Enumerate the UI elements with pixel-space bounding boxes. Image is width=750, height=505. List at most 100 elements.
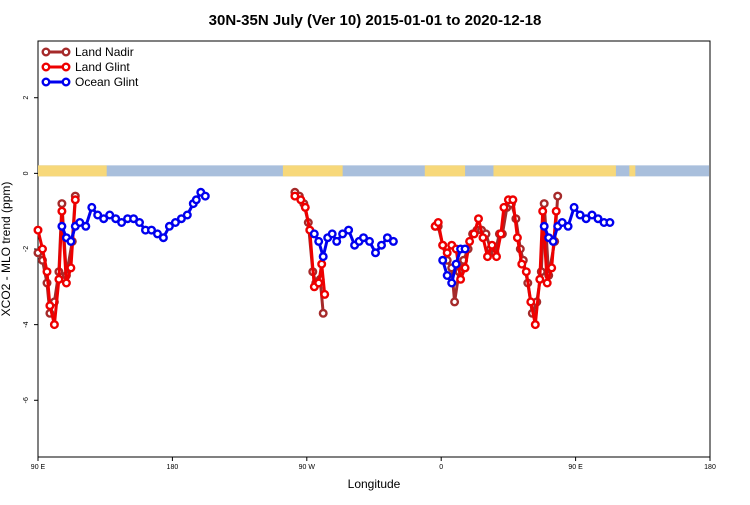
ocean-glint-line: [313, 228, 395, 259]
land-glint-point: [517, 259, 527, 269]
ocean-glint-point: [442, 271, 452, 281]
chart-title: 30N-35N July (Ver 10) 2015-01-01 to 2020…: [209, 12, 542, 29]
land-glint-point: [478, 233, 488, 243]
series-layer: [33, 187, 615, 330]
y-tick-label: -6: [23, 397, 30, 403]
land-glint-point: [317, 259, 327, 269]
land-glint-point: [290, 191, 300, 201]
land-nadir-line: [293, 191, 325, 314]
land-glint-point: [433, 217, 443, 227]
ocean-glint-point: [557, 217, 567, 227]
land-glint-point: [474, 214, 484, 224]
land-glint-point: [521, 267, 531, 277]
land-glint-point: [296, 195, 306, 205]
ocean-glint-point: [314, 236, 324, 246]
series-ocean-glint: [57, 187, 615, 288]
legend-ocean-glint-marker: [61, 77, 71, 87]
x-tick-label: 90 E: [568, 464, 583, 471]
ocean-glint-point: [200, 191, 210, 201]
legend-land-nadir-marker: [61, 47, 71, 57]
land-nadir-point: [318, 308, 328, 318]
ocean-glint-point: [587, 210, 597, 220]
x-tick-label: 0: [439, 464, 443, 471]
ocean-glint-point: [99, 214, 109, 224]
land-glint-point: [508, 195, 518, 205]
ocean-glint-point: [66, 236, 76, 246]
ocean-glint-point: [57, 221, 67, 231]
ocean-glint-point: [182, 210, 192, 220]
land-band-segment: [493, 165, 616, 177]
ocean-glint-point: [593, 214, 603, 224]
ocean-glint-point: [170, 217, 180, 227]
ocean-glint-point: [548, 236, 558, 246]
y-axis-label: XCO2 - MLO trend (ppm): [0, 182, 13, 317]
ocean-glint-point: [146, 225, 156, 235]
land-nadir-point: [450, 297, 460, 307]
ocean-glint-point: [581, 214, 591, 224]
ocean-glint-point: [575, 210, 585, 220]
ocean-glint-point: [134, 217, 144, 227]
ocean-glint-point: [105, 210, 115, 220]
land-glint-point: [530, 320, 540, 330]
land-glint-point: [460, 263, 470, 273]
land-glint-point: [314, 278, 324, 288]
land-glint-point: [483, 252, 493, 262]
land-glint-point: [320, 289, 330, 299]
land-glint-point: [487, 240, 497, 250]
ocean-glint-point: [359, 233, 369, 243]
x-tick-label: 180: [704, 464, 716, 471]
ocean-glint-point: [129, 214, 139, 224]
land-glint-point: [499, 202, 509, 212]
legend-land-nadir-label: Land Nadir: [75, 45, 134, 59]
ocean-glint-point: [332, 236, 342, 246]
land-glint-point: [38, 244, 48, 254]
land-nadir-point: [539, 199, 549, 209]
x-tick-label: 180: [167, 464, 179, 471]
ocean-glint-point: [164, 221, 174, 231]
land-glint-point: [512, 233, 522, 243]
land-glint-point: [526, 297, 536, 307]
series-land-glint: [33, 191, 561, 330]
land-glint-point: [465, 236, 475, 246]
legend-land-nadir-marker: [41, 47, 51, 57]
land-glint-point: [492, 252, 502, 262]
ocean-glint-point: [327, 229, 337, 239]
legend-land-glint-marker: [41, 62, 51, 72]
ocean-glint-point: [569, 202, 579, 212]
legend-ocean-glint-marker: [41, 77, 51, 87]
ocean-glint-point: [460, 244, 470, 254]
ocean-glint-point: [191, 195, 201, 205]
land-band-segment: [282, 165, 343, 177]
land-glint-point: [542, 278, 552, 288]
ocean-glint-point: [344, 225, 354, 235]
ocean-glint-point: [605, 217, 615, 227]
ocean-glint-point: [563, 221, 573, 231]
legend-land-glint-marker: [61, 62, 71, 72]
land-glint-point: [66, 263, 76, 273]
y-tick-label: -4: [23, 321, 30, 327]
ocean-glint-point: [75, 217, 85, 227]
land-glint-point: [456, 274, 466, 284]
land-glint-point: [54, 274, 64, 284]
landmask-band: [38, 165, 709, 177]
ocean-glint-point: [158, 233, 168, 243]
land-glint-point: [551, 206, 561, 216]
ocean-glint-point: [451, 259, 461, 269]
y-tick-label: -2: [23, 246, 30, 252]
ocean-glint-point: [371, 248, 381, 258]
x-axis-label: Longitude: [348, 477, 401, 491]
land-glint-point: [547, 263, 557, 273]
land-glint-point: [496, 229, 506, 239]
legend-land-glint-label: Land Glint: [75, 60, 130, 74]
land-glint-point: [57, 206, 67, 216]
land-glint-point: [49, 320, 59, 330]
ocean-glint-point: [377, 240, 387, 250]
ocean-glint-point: [338, 229, 348, 239]
land-glint-point: [538, 206, 548, 216]
land-glint-point: [70, 195, 80, 205]
land-glint-point: [469, 229, 479, 239]
y-tick-label: 2: [23, 96, 30, 100]
y-tick-label: 0: [23, 171, 30, 175]
